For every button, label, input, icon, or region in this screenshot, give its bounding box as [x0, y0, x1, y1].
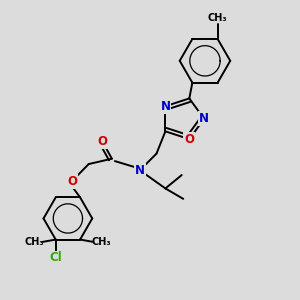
Text: Cl: Cl [49, 251, 62, 265]
Text: O: O [98, 135, 107, 148]
Text: CH₃: CH₃ [208, 13, 227, 22]
Text: N: N [135, 164, 145, 176]
Text: N: N [160, 100, 170, 113]
Text: CH₃: CH₃ [92, 237, 111, 247]
Text: N: N [199, 112, 209, 125]
Text: O: O [184, 133, 194, 146]
Text: CH₃: CH₃ [25, 237, 44, 247]
Text: O: O [68, 175, 77, 188]
